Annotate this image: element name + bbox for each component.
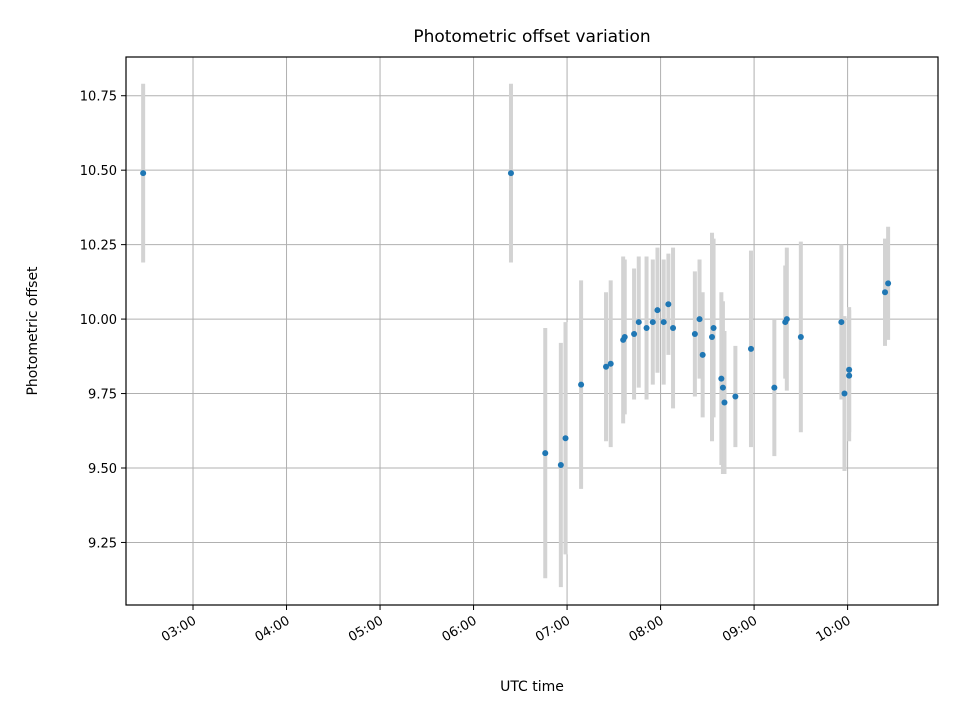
data-point [654, 307, 661, 314]
data-point [838, 319, 845, 326]
y-axis-label: Photometric offset [25, 266, 41, 396]
y-tick-label: 9.50 [88, 462, 117, 477]
data-point [797, 333, 804, 340]
data-point [721, 399, 728, 406]
y-tick-label: 10.00 [80, 313, 117, 328]
y-tick-label: 9.25 [88, 536, 117, 551]
data-point [578, 381, 585, 388]
data-point [719, 384, 726, 391]
x-axis-label: UTC time [500, 679, 564, 695]
data-point [709, 333, 716, 340]
data-point [507, 170, 514, 177]
data-point [621, 333, 628, 340]
data-point [660, 319, 667, 326]
data-points [140, 170, 892, 469]
data-point [710, 325, 717, 332]
data-point [542, 450, 549, 457]
data-point [140, 170, 147, 177]
data-point [783, 316, 790, 323]
data-point [771, 384, 778, 391]
data-point [649, 319, 656, 326]
data-point [643, 325, 650, 332]
y-tick-label: 9.75 [88, 388, 117, 403]
y-tick-label: 10.75 [80, 90, 117, 105]
data-point [846, 372, 853, 379]
data-point [665, 301, 672, 308]
data-point [562, 435, 569, 442]
y-tick-label: 10.25 [80, 239, 117, 254]
data-point [631, 330, 638, 337]
data-point [718, 375, 725, 382]
data-point [732, 393, 739, 400]
data-point [841, 390, 848, 397]
data-point [670, 325, 677, 332]
data-point [699, 351, 706, 358]
data-point [747, 345, 754, 352]
data-point [846, 366, 853, 373]
chart-title: Photometric offset variation [413, 27, 650, 47]
data-point [557, 462, 564, 469]
data-point [603, 363, 610, 370]
data-point [635, 319, 642, 326]
y-tick-label: 10.50 [80, 164, 117, 179]
data-point [691, 330, 698, 337]
data-point [885, 280, 892, 287]
data-point [696, 316, 703, 323]
data-point [882, 289, 889, 296]
plot-frame [125, 56, 939, 606]
data-point [607, 360, 614, 367]
